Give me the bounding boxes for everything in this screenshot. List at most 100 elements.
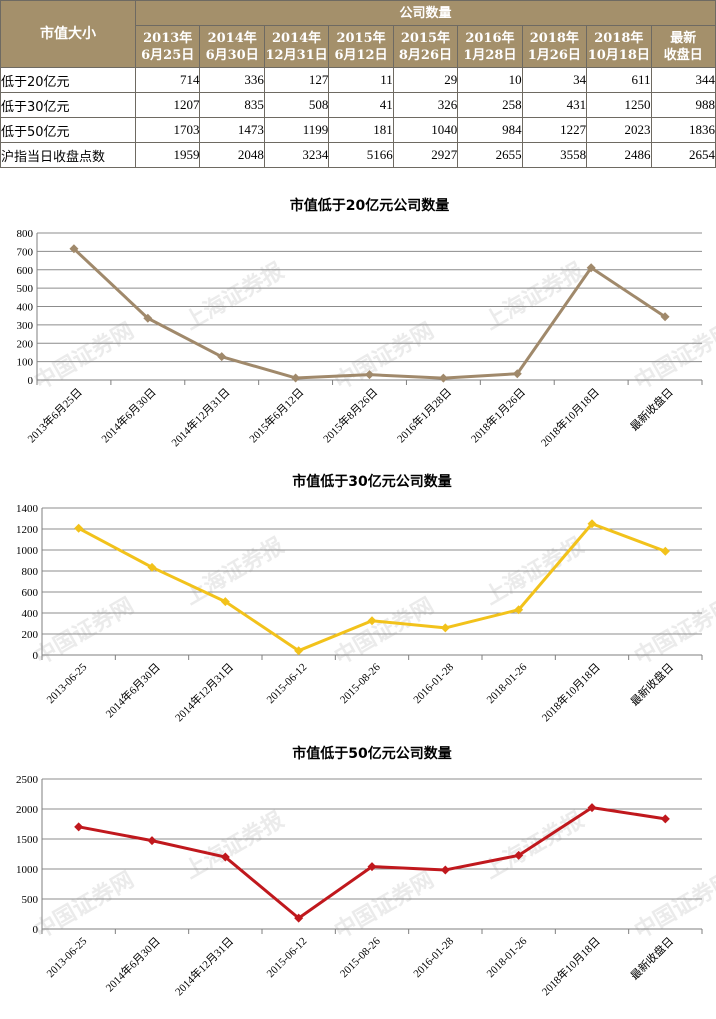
date-header: 2018年 1月26日	[521, 25, 588, 68]
data-point	[367, 616, 377, 626]
watermark-text: 中国证券网	[30, 318, 138, 396]
x-tick-label: 2013年6月25日	[24, 385, 84, 445]
x-tick-label: 2016-01-28	[411, 661, 456, 706]
y-tick-label: 1000	[16, 545, 39, 557]
x-tick-label: 2018-01-26	[485, 935, 530, 980]
table-cell: 2023	[586, 117, 652, 143]
table-cell: 34	[521, 67, 588, 93]
data-point	[220, 852, 230, 862]
x-tick-label: 2014年12月31日	[168, 385, 232, 449]
y-tick-label: 500	[22, 894, 39, 906]
watermark-text: 中国证券网	[630, 593, 716, 671]
y-tick-label: 400	[17, 302, 34, 314]
data-point	[74, 822, 84, 832]
group-header: 公司数量	[135, 0, 716, 26]
table-row: 低于20亿元 714 336 127 11 29 10 34 611 344	[0, 67, 716, 93]
y-tick-label: 0	[33, 924, 39, 936]
data-point	[147, 836, 157, 846]
data-point	[291, 373, 301, 383]
chart-title: 市值低于30亿元公司数量	[292, 473, 451, 490]
table-cell: 1227	[521, 117, 588, 143]
y-tick-label: 700	[17, 246, 34, 258]
data-point	[147, 562, 157, 572]
y-tick-label: 300	[17, 320, 34, 332]
x-tick-label: 2015-06-12	[265, 935, 310, 980]
table-cell: 835	[199, 92, 265, 118]
table-cell: 29	[392, 67, 459, 93]
table-cell: 1959	[134, 142, 201, 168]
data-point	[660, 814, 670, 824]
x-tick-label: 2013-06-25	[45, 935, 90, 980]
row-label: 低于30亿元	[0, 92, 136, 118]
y-tick-label: 2500	[16, 774, 39, 786]
data-point	[74, 523, 84, 533]
date-header: 2015年 8月26日	[392, 25, 459, 68]
y-tick-label: 800	[17, 228, 34, 240]
y-tick-label: 1400	[16, 503, 39, 515]
table-cell: 2654	[650, 142, 716, 168]
y-tick-label: 1200	[16, 524, 39, 536]
x-tick-label: 2018年1月26日	[468, 385, 528, 445]
date-header: 2016年 1月28日	[457, 25, 523, 68]
x-tick-label: 2014年12月31日	[172, 934, 236, 998]
y-tick-label: 0	[33, 650, 39, 662]
y-tick-label: 1500	[16, 834, 39, 846]
watermark-text: 中国证券网	[30, 867, 138, 945]
x-tick-label: 2018年10月18日	[538, 934, 602, 998]
x-tick-label: 2016-01-28	[411, 935, 456, 980]
y-tick-label: 200	[17, 338, 34, 350]
table-cell: 1207	[134, 92, 201, 118]
table-cell: 508	[263, 92, 330, 118]
x-tick-label: 2018-01-26	[485, 661, 530, 706]
table-cell: 3558	[521, 142, 588, 168]
data-point	[440, 865, 450, 875]
table-cell: 10	[457, 67, 523, 93]
table-cell: 11	[328, 67, 394, 93]
table-cell: 344	[650, 67, 716, 93]
watermark-text: 中国证券网	[630, 867, 716, 945]
x-tick-label: 2018年10月18日	[538, 660, 602, 724]
table-row: 沪指当日收盘点数 1959 2048 3234 5166 2927 2655 3…	[0, 142, 716, 168]
x-tick-label: 2016年1月28日	[394, 385, 454, 445]
x-tick-label: 2014年6月30日	[102, 660, 162, 720]
x-tick-label: 最新收盘日	[627, 385, 676, 434]
chart-title: 市值低于20亿元公司数量	[290, 197, 449, 214]
data-point	[587, 803, 597, 813]
date-header: 2013年 6月25日	[134, 25, 201, 68]
table-cell: 258	[457, 92, 523, 118]
table-cell: 1199	[263, 117, 330, 143]
y-tick-label: 200	[22, 629, 39, 641]
table-cell: 2655	[457, 142, 523, 168]
data-table: 市值大小 公司数量 2013年 6月25日 2014年 6月30日 2014年 12月…	[0, 0, 716, 168]
table-cell: 5166	[328, 142, 394, 168]
y-tick-label: 800	[22, 566, 39, 578]
data-point	[586, 263, 596, 273]
date-header: 2018年 10月18日	[586, 25, 652, 68]
table-cell: 984	[457, 117, 523, 143]
table-cell: 3234	[263, 142, 330, 168]
watermark-text: 上海证券报	[180, 807, 288, 885]
data-point	[660, 546, 670, 556]
data-point	[69, 244, 79, 254]
table-row: 低于30亿元 1207 835 508 41 326 258 431 1250 …	[0, 92, 716, 118]
table-cell: 1836	[650, 117, 716, 143]
watermark-text: 中国证券网	[330, 318, 438, 396]
table-cell: 1250	[586, 92, 652, 118]
data-point	[512, 369, 522, 379]
line-chart-20: 中国证券网上海证券报中国证券网上海证券报中国证券网市值低于20亿元公司数量010…	[17, 197, 716, 449]
table-cell: 41	[328, 92, 394, 118]
table-cell: 127	[263, 67, 330, 93]
row-label: 沪指当日收盘点数	[0, 142, 136, 168]
x-tick-label: 2015年6月12日	[246, 385, 306, 445]
table-cell: 1040	[392, 117, 459, 143]
x-tick-label: 2015年8月26日	[320, 385, 380, 445]
data-point	[367, 862, 377, 872]
table-cell: 2486	[586, 142, 652, 168]
x-tick-label: 最新收盘日	[627, 660, 676, 709]
date-header: 最新 收盘日	[650, 25, 716, 68]
table-cell: 181	[328, 117, 394, 143]
data-point	[514, 605, 524, 615]
table-cell: 431	[521, 92, 588, 118]
y-tick-label: 500	[17, 283, 34, 295]
